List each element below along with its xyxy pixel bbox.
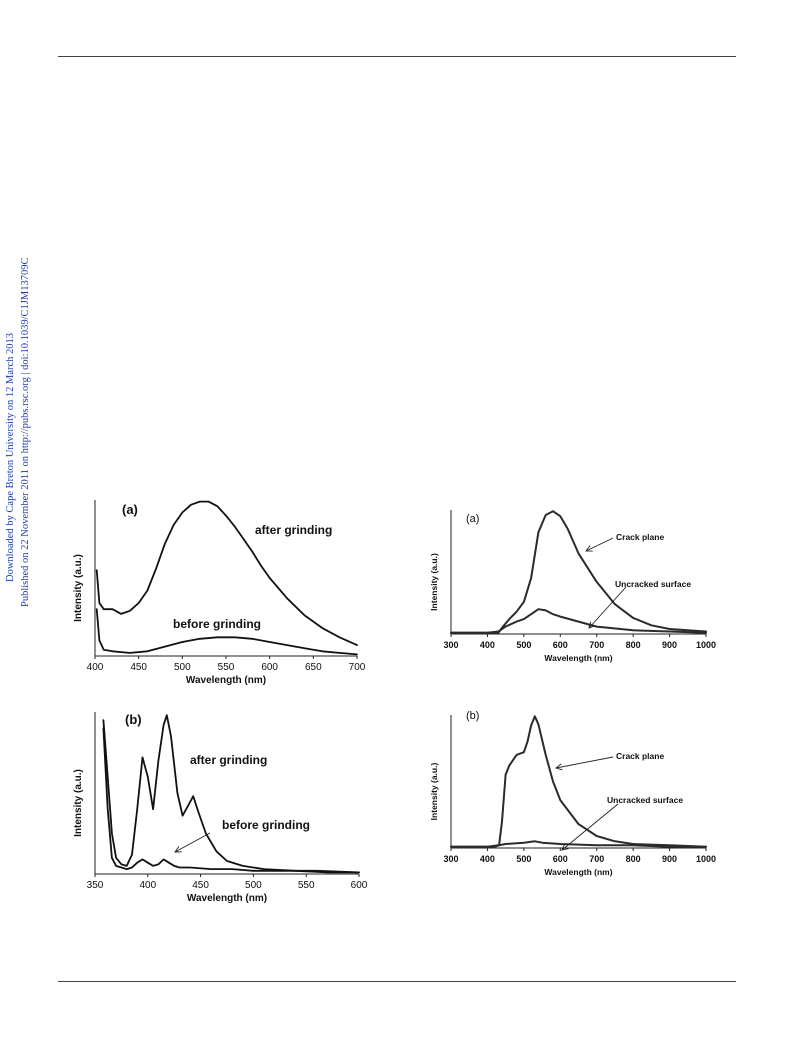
chart-right-a: 300 400 500 600 700 800 900 1000 Wavelength (nm)… — [429, 510, 716, 663]
x-tick-label: 700 — [589, 640, 604, 650]
axis-frame — [450, 715, 706, 849]
figure-right-a: 300 400 500 600 700 800 900 1000 Wavelength (nm)… — [420, 500, 720, 695]
y-axis-label: Intensity (a.u.) — [73, 769, 84, 837]
figure-right-b: 300 400 500 600 700 800 900 1000 Wavelength (nm)… — [420, 705, 720, 905]
series-label: after grinding — [190, 753, 267, 767]
series-label: after grinding — [255, 523, 332, 537]
y-axis-label: Intensity (a.u.) — [73, 554, 84, 622]
watermark-line-published: Published on 22 November 2011 on http://… — [20, 258, 31, 607]
x-tick-label: 900 — [662, 640, 677, 650]
x-tick-label: 500 — [516, 854, 531, 864]
x-tick-label: 900 — [662, 854, 677, 864]
series-line-primary — [102, 714, 360, 874]
x-tick-label: 700 — [349, 662, 366, 673]
panel-label: (b) — [125, 712, 142, 727]
x-tick-label: 400 — [139, 880, 156, 891]
annotation-arrow — [174, 832, 211, 853]
series-line-primary — [450, 510, 707, 634]
series-label: Uncracked surface — [607, 795, 683, 805]
x-tick-label: 500 — [174, 662, 191, 673]
x-axis-label: Wavelength (nm) — [186, 675, 266, 686]
x-tick-label: 800 — [626, 640, 641, 650]
footer-rule — [58, 981, 736, 982]
annotation-arrow — [585, 537, 614, 552]
series-label: Crack plane — [616, 751, 664, 761]
x-axis-label: Wavelength (nm) — [544, 867, 612, 877]
x-tick-label: 450 — [130, 662, 147, 673]
x-tick-label: 500 — [516, 640, 531, 650]
chart-right-b: 300 400 500 600 700 800 900 1000 Wavelength (nm)… — [429, 710, 716, 877]
series-line-secondary — [450, 840, 707, 848]
series-line-secondary — [102, 727, 360, 874]
chart-left-a: 400 450 500 550 600 650 700 Wavelength (nm) Inte… — [73, 500, 366, 686]
arrow-head — [588, 621, 596, 629]
series-label: Uncracked surface — [615, 579, 691, 589]
arrow-head — [585, 545, 593, 552]
x-axis-label: Wavelength (nm) — [187, 893, 267, 904]
series-line-primary — [450, 715, 707, 848]
arrow-head — [561, 843, 569, 851]
x-tick-label: 800 — [626, 854, 641, 864]
x-tick-label: 350 — [87, 880, 104, 891]
y-axis-label: Intensity (a.u.) — [429, 763, 439, 821]
panel-label: (a) — [122, 502, 138, 517]
x-tick-label: 450 — [192, 880, 209, 891]
arrow-head — [555, 763, 563, 771]
x-tick-label: 700 — [589, 854, 604, 864]
x-tick-label: 600 — [261, 662, 278, 673]
x-axis-label: Wavelength (nm) — [544, 653, 612, 663]
annotation-arrow — [561, 803, 619, 851]
x-tick-label: 400 — [480, 640, 495, 650]
x-tick-label: 600 — [553, 854, 568, 864]
watermark-line-downloaded: Downloaded by Cape Breton University on … — [5, 333, 16, 582]
panel-label: (a) — [466, 513, 479, 525]
x-tick-label: 550 — [218, 662, 235, 673]
series-label: before grinding — [222, 818, 310, 832]
series-line-primary — [95, 500, 358, 646]
y-axis-label: Intensity (a.u.) — [429, 553, 439, 611]
series-line-secondary — [95, 608, 358, 656]
series-label: before grinding — [173, 617, 261, 631]
x-tick-label: 400 — [87, 662, 104, 673]
figure-left-b: 350 400 450 500 550 600 Wavelength (nm) Intensi… — [70, 706, 375, 922]
x-tick-label: 500 — [245, 880, 262, 891]
x-tick-label: 1000 — [696, 854, 716, 864]
arrow-head — [174, 846, 182, 853]
x-tick-label: 400 — [480, 854, 495, 864]
axis-frame — [94, 712, 359, 875]
series-line-secondary — [450, 608, 707, 634]
download-watermark: Downloaded by Cape Breton University on … — [0, 0, 40, 1039]
figure-left-a: 400 450 500 550 600 650 700 Wavelength (nm) Inte… — [70, 492, 375, 702]
x-tick-label: 600 — [553, 640, 568, 650]
x-tick-label: 650 — [305, 662, 322, 673]
annotation-arrow — [555, 756, 614, 769]
x-tick-label: 300 — [443, 854, 458, 864]
series-label: Crack plane — [616, 532, 664, 542]
axis-frame — [450, 510, 706, 635]
panel-label: (b) — [466, 710, 479, 722]
x-tick-label: 300 — [443, 640, 458, 650]
header-rule — [58, 56, 736, 57]
x-tick-label: 600 — [351, 880, 368, 891]
chart-left-b: 350 400 450 500 550 600 Wavelength (nm) Intensi… — [73, 712, 368, 904]
x-tick-label: 550 — [298, 880, 315, 891]
x-tick-label: 1000 — [696, 640, 716, 650]
annotation-arrow — [588, 586, 627, 629]
